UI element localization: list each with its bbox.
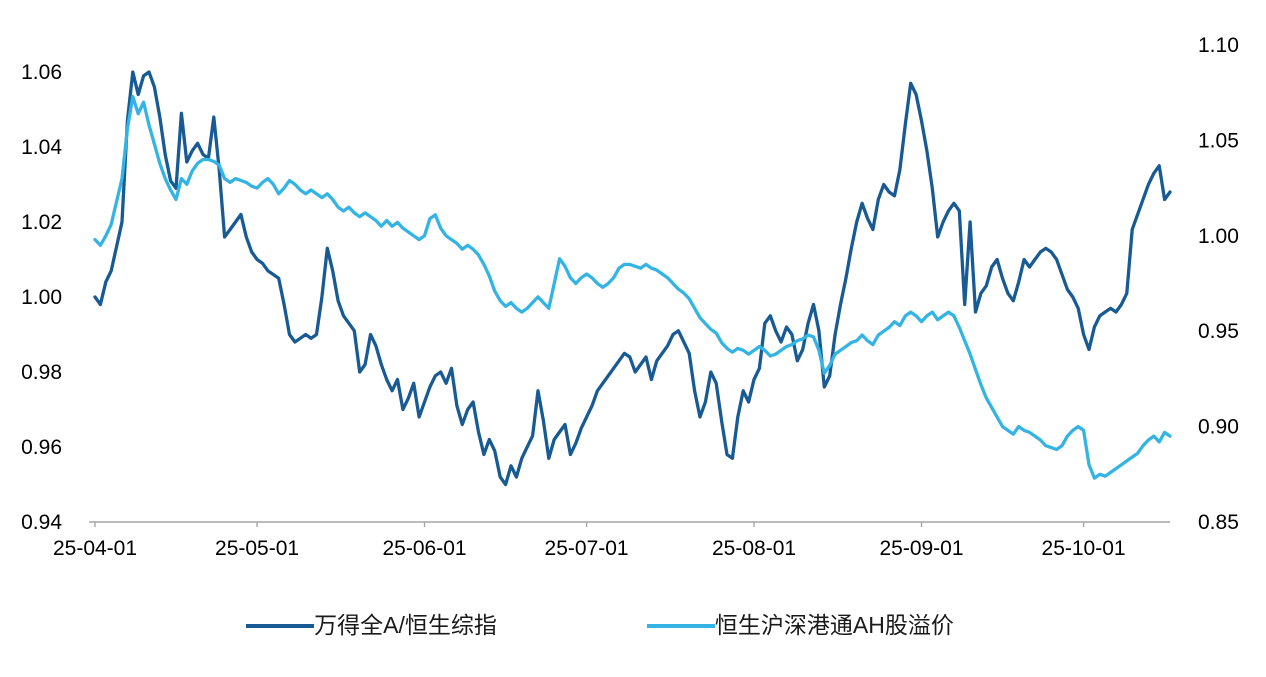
x-axis-tick-label: 25-08-01	[712, 537, 796, 560]
legend-item-series1: 万得全A/恒生综指	[246, 614, 497, 637]
right-axis-tick-label: 0.90	[1198, 416, 1239, 439]
right-axis-tick-label: 1.00	[1198, 225, 1239, 248]
right-axis-tick-label: 0.85	[1198, 511, 1239, 534]
x-axis-tick-label: 25-04-01	[53, 537, 137, 560]
right-axis-tick-label: 0.95	[1198, 320, 1239, 343]
right-axis-tick-label: 1.10	[1198, 34, 1239, 57]
x-axis-tick-label: 25-10-01	[1042, 537, 1126, 560]
left-axis-tick-label: 0.98	[21, 361, 62, 384]
chart-legend: 万得全A/恒生综指 恒生沪深港通AH股溢价	[0, 614, 1200, 637]
left-axis-tick-label: 1.02	[21, 211, 62, 234]
series1-line	[93, 70, 1172, 487]
series1-line-swatch	[246, 623, 315, 628]
left-axis-tick-label: 0.94	[21, 511, 62, 534]
series2-line-swatch	[646, 623, 715, 628]
right-axis-tick-label: 1.05	[1198, 129, 1239, 152]
x-axis-tick-label: 25-05-01	[215, 537, 299, 560]
chart-canvas: 25-04-01 25-05-01 25-06-01 25-07-01 25-08-01…	[21, 34, 1239, 560]
x-axis-tick-label: 25-09-01	[879, 537, 963, 560]
left-axis-tick-label: 0.96	[21, 436, 62, 459]
series2-label: 恒生沪深港通AH股溢价	[714, 612, 954, 638]
series1-label: 万得全A/恒生综指	[314, 612, 497, 638]
x-axis-tick-label: 25-06-01	[382, 537, 466, 560]
series2-line	[93, 94, 1172, 480]
left-axis-tick-label: 1.00	[21, 286, 62, 309]
left-axis-tick-label: 1.04	[21, 136, 62, 159]
x-axis-tick-label: 25-07-01	[545, 537, 629, 560]
legend-item-series2: 恒生沪深港通AH股溢价	[646, 612, 954, 638]
left-axis-tick-label: 1.06	[21, 61, 62, 84]
